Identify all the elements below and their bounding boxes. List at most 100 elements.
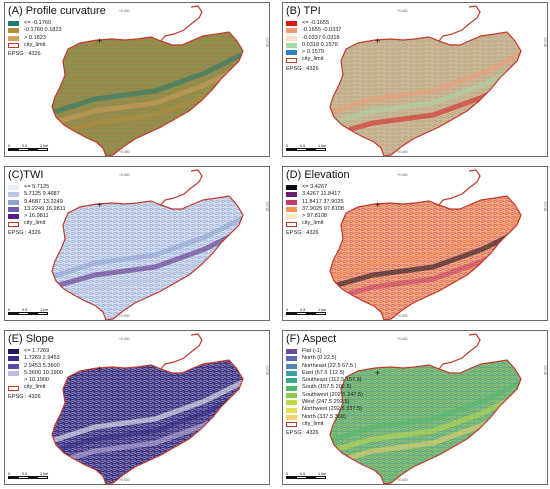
legend-label: city_limit <box>24 384 46 391</box>
grid-coordinate-top: +0.400 <box>119 337 130 341</box>
legend-item: <= 5.7125 <box>8 184 66 191</box>
legend-label: 13.2249 16.9811 <box>24 205 66 212</box>
scale-label: 0.5 <box>300 307 306 312</box>
legend-swatch <box>286 385 297 391</box>
legend-label: city_limit <box>302 56 324 63</box>
city-limit-outline <box>329 169 522 320</box>
legend-item: city_limit <box>8 220 66 227</box>
legend-label: > 97.8108 <box>302 213 328 220</box>
legend-label: -0.1655 -0.0337 <box>302 27 342 34</box>
legend-item: city_limit <box>286 56 342 63</box>
legend-swatch <box>8 28 19 34</box>
legend: Flat (-1) North (0 22.5) Northeast (22.5 6… <box>286 348 363 438</box>
scale-bar-graphic <box>8 312 48 315</box>
scale-bar: 0 0.5 1 km <box>286 471 328 481</box>
legend-swatch <box>286 207 297 213</box>
legend-label: Southwest (202.5 247.5) <box>302 391 363 398</box>
legend-item: North (0 22.5) <box>286 355 363 362</box>
legend-swatch <box>286 407 297 413</box>
legend-label: East (67.5 112.5) <box>302 369 345 376</box>
legend-swatch <box>286 378 297 384</box>
legend-item: 1.7269 2.9453 <box>8 355 63 362</box>
scale-bar: 0 0.5 1 km <box>286 143 328 153</box>
legend-swatch <box>8 207 19 213</box>
raster-area <box>52 6 243 156</box>
scale-label: 0 <box>8 143 11 148</box>
legend-label: > 0.1579 <box>302 49 324 56</box>
legend-item: city_limit <box>286 220 344 227</box>
raster-class-band <box>330 226 521 292</box>
raster-class-band <box>330 214 521 282</box>
panel-title: (F) Aspect <box>286 333 337 345</box>
legend-swatch <box>8 221 19 227</box>
scale-label: 0 <box>286 143 289 148</box>
legend-label: -0.1760 0.1823 <box>24 27 62 34</box>
legend-swatch <box>8 185 19 191</box>
grid-coordinate-top: +0.400 <box>119 173 130 177</box>
legend-item: 37.9025 97.8108 <box>286 206 344 213</box>
raster-area <box>330 6 521 156</box>
legend-label: 11.8417 37.9025 <box>302 198 344 205</box>
legend: <= 5.7125 5.7125 9.4687 9.4687 13.2249 13.2… <box>8 184 66 237</box>
grid-coordinate-top: +0.400 <box>397 337 408 341</box>
legend-item: 9.4687 13.2249 <box>8 199 66 206</box>
legend-label: <= 5.7125 <box>24 184 50 190</box>
grid-coordinate-top: +0.400 <box>397 9 408 13</box>
legend-label: <= -0.1760 <box>24 20 52 26</box>
legend-swatch <box>286 392 297 398</box>
legend-item: Northeast (22.5 67.5 ) <box>286 363 363 370</box>
city-limit-outline <box>51 333 244 484</box>
scale-label: 1 km <box>318 471 327 476</box>
legend-label: 0.0318 0.1579 <box>302 41 338 48</box>
legend-item: Flat (-1) <box>286 348 363 355</box>
legend-item: 2.9453 5.3600 <box>8 363 63 370</box>
raster-class-band <box>330 50 521 118</box>
city-limit-outline <box>329 5 522 156</box>
map-panel-aspect: (F) Aspect Flat (-1) North (0 22.5) Northea… <box>282 330 548 485</box>
legend-swatch <box>8 378 19 384</box>
panel-title: (D) Elevation <box>286 169 350 181</box>
scale-label: 1 km <box>40 307 49 312</box>
legend-swatch <box>8 192 19 198</box>
legend-item: > 16.9811 <box>8 213 66 220</box>
legend-item: North (337.5 360) <box>286 414 363 421</box>
map-raster <box>329 333 522 484</box>
scale-label: 0 <box>8 307 11 312</box>
legend-swatch <box>8 356 19 362</box>
grid-coordinate-top: +0.400 <box>119 9 130 13</box>
legend-label: Northwest (292.5 337.5) <box>302 406 363 413</box>
scale-bar-graphic <box>286 312 326 315</box>
legend-item: 11.8417 37.9025 <box>286 199 344 206</box>
legend-label: North (0 22.5) <box>302 355 337 362</box>
scale-label: 0 <box>8 471 11 476</box>
crs-label: EPSG : 4326 <box>286 65 319 72</box>
legend-swatch <box>286 221 297 227</box>
crs-label: EPSG : 4326 <box>8 229 41 236</box>
legend-label: city_limit <box>24 41 46 48</box>
grid-coordinate-side: 35.000 <box>265 201 269 212</box>
legend-swatch <box>286 185 297 191</box>
legend-label: 1.7269 2.9453 <box>24 355 60 362</box>
grid-coordinate-bottom: +0.400 <box>119 478 130 482</box>
grid-coordinate-side: 35.000 <box>543 37 547 48</box>
map-panel-elevation: (D) Elevation <= 3.4267 3.4267 11.8417 11.8… <box>282 166 548 321</box>
raster-area <box>330 334 521 484</box>
map-panel-slope: (E) Slope <= 1.7269 1.7269 2.9453 2.9453 5.… <box>4 330 270 485</box>
crs-label: EPSG : 4326 <box>286 430 319 437</box>
north-marker-icon: + <box>375 200 381 210</box>
legend-swatch <box>286 356 297 362</box>
raster-area <box>52 334 243 484</box>
legend-item: <= -0.1760 <box>8 20 62 27</box>
legend: <= 3.4267 3.4267 11.8417 11.8417 37.9025 37… <box>286 184 344 237</box>
map-panel-twi: (C)TWI <= 5.7125 5.7125 9.4687 9.4687 13.22… <box>4 166 270 321</box>
legend: <= 1.7269 1.7269 2.9453 2.9453 5.3600 5.360… <box>8 348 63 401</box>
north-marker-icon: + <box>375 36 381 46</box>
raster-class-band <box>330 62 521 128</box>
legend-swatch <box>8 43 19 49</box>
legend-swatch <box>286 50 297 56</box>
legend-swatch <box>8 35 19 41</box>
legend: <= -0.1760 -0.1760 0.1823 > 0.1823 city_lim… <box>8 20 62 58</box>
scale-label: 0.5 <box>300 143 306 148</box>
grid-coordinate-bottom: +0.400 <box>397 478 408 482</box>
legend-item: > 97.8108 <box>286 213 344 220</box>
